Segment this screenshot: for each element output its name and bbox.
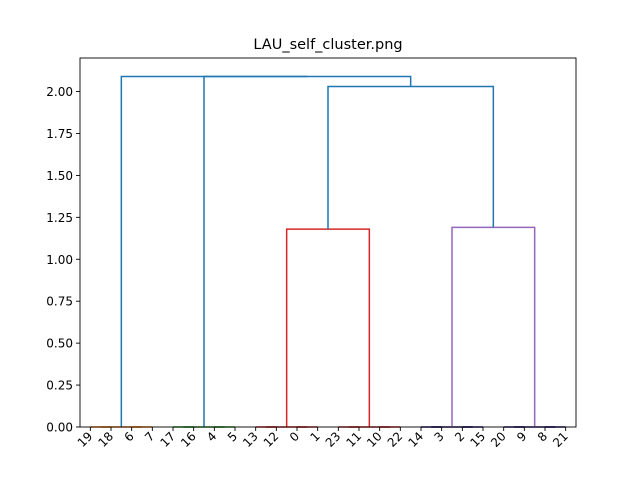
y-tick-label: 2.00 [46, 85, 73, 99]
y-tick-label: 1.50 [46, 169, 73, 183]
y-tick-label: 1.75 [46, 127, 73, 141]
dendrogram-link-22 [120, 75, 308, 427]
chart-title: LAU_self_cluster.png [253, 37, 402, 53]
plot-frame [79, 57, 577, 428]
y-tick-label: 1.00 [46, 253, 73, 267]
dendrogram-link-21 [203, 75, 412, 427]
y-tick-label: 0.25 [46, 379, 73, 393]
y-tick-label: 0.75 [46, 295, 73, 309]
y-tick-label: 0.00 [46, 421, 73, 435]
y-tick-label: 0.50 [46, 337, 73, 351]
y-tick-label: 1.25 [46, 211, 73, 225]
